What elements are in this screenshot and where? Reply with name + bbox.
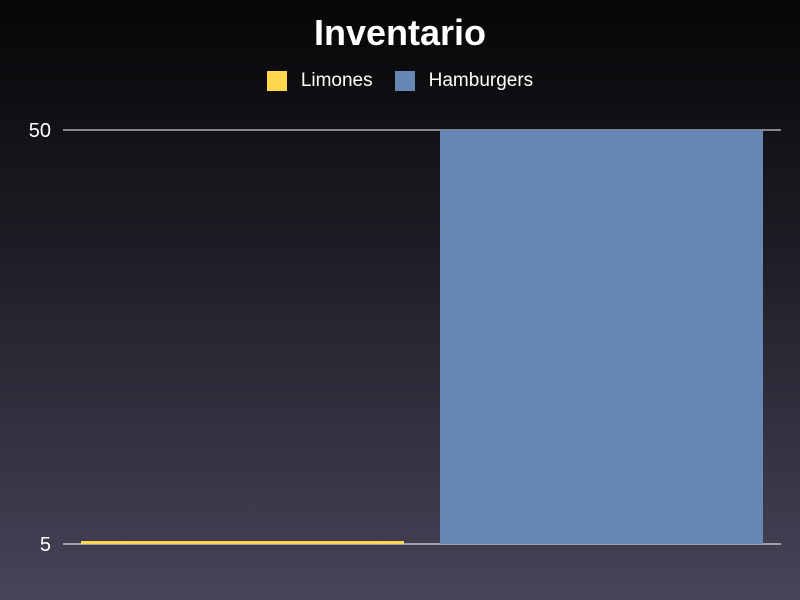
legend: Limones Hamburgers [0,70,800,92]
legend-swatch-hamburgers [394,71,415,91]
legend-item-hamburgers[interactable]: Hamburgers [394,70,534,92]
chart-title: Inventario [313,12,487,53]
y-tick-label-50: 50 [29,120,51,142]
legend-label-limones: Limones [300,70,373,91]
legend-swatch-limones [266,71,287,91]
bar-limones[interactable] [81,541,404,544]
y-axis-ticks: 50 5 [29,120,51,556]
bar-hamburgers[interactable] [440,130,763,544]
legend-label-hamburgers: Hamburgers [428,70,534,91]
legend-item-limones[interactable]: Limones [266,70,373,92]
bars [81,130,763,544]
y-tick-label-5: 5 [40,534,51,556]
